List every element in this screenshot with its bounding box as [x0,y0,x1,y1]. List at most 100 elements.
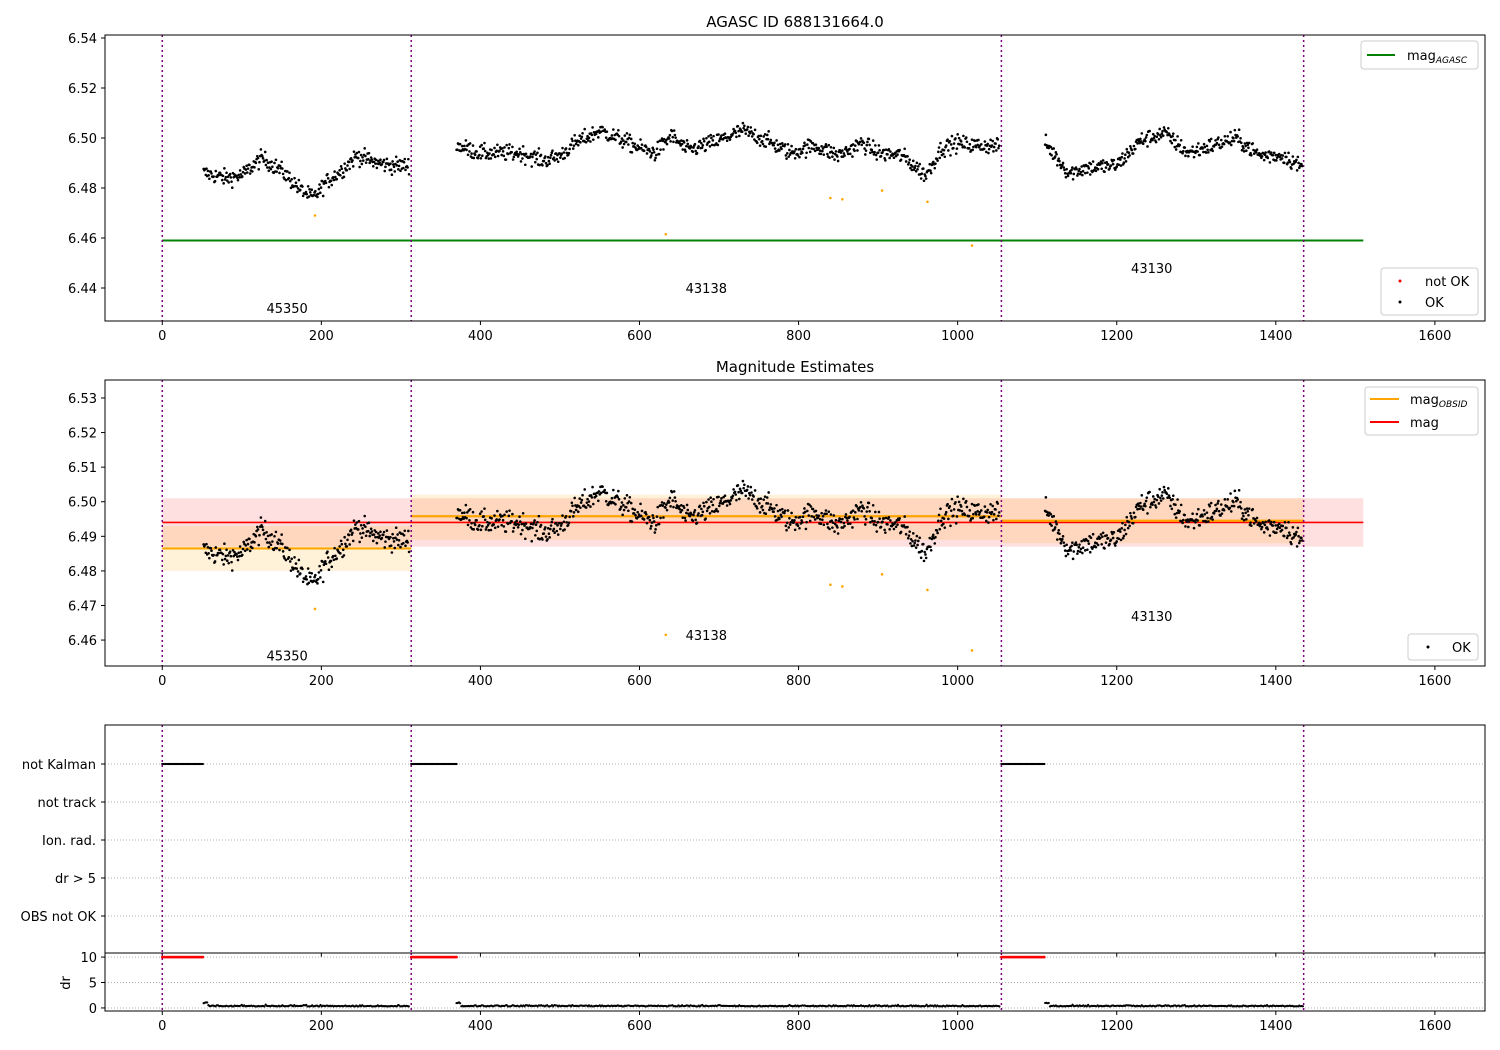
ok-point [856,149,859,152]
ok-point [511,530,515,533]
not-ok-point [664,232,668,236]
y-tick-label: 6.49 [68,530,97,545]
ok-point [997,514,1000,518]
ok-point [750,491,753,494]
ok-point [1247,507,1251,510]
ok-point [755,507,759,510]
ok-point [289,186,293,190]
ok-point [842,152,846,155]
ok-point [1118,528,1121,531]
ok-point [565,521,569,524]
ok-point [846,152,850,156]
ok-point [481,154,484,158]
ok-point [831,155,834,159]
ok-point [755,141,759,145]
ok-point [934,162,937,165]
ok-point [254,161,258,165]
ok-point [1192,155,1196,159]
ok-point [296,187,300,190]
ok-point [984,150,988,154]
ok-point [486,524,490,527]
ok-point [1144,136,1148,139]
ok-point [1198,524,1202,527]
ok-point [734,493,738,496]
ok-point [1139,501,1142,505]
ok-point [1044,496,1048,499]
ok-point [276,542,280,545]
ok-point [814,509,818,513]
ok-point [275,170,278,173]
ok-point [1062,541,1066,544]
ok-point [944,513,947,516]
ok-point [1201,514,1204,518]
ok-point [614,503,617,506]
ok-point [493,155,497,159]
ok-point [548,162,551,166]
ok-point [1160,494,1164,497]
ok-point [818,149,822,153]
ok-point [265,158,268,162]
ok-point [881,151,884,154]
y-tick-label: not Kalman [22,758,96,773]
ok-point [708,145,712,148]
ok-point [1233,489,1237,493]
ok-point [1159,496,1162,500]
ok-point [310,188,314,192]
ok-point [407,157,410,161]
ok-point [1063,549,1067,552]
x-tick-label: 1400 [1259,329,1292,344]
ok-point [657,152,661,156]
ok-point [1174,138,1177,142]
ok-point [506,152,510,156]
ok-point [1205,144,1209,148]
ok-point [397,543,400,547]
ok-point [1287,520,1290,524]
ok-point [990,144,994,147]
ok-point [383,546,387,549]
ok-point [1078,172,1082,176]
not-ok-point [841,585,844,588]
ok-point [894,525,898,529]
ok-point [1236,498,1240,501]
ok-point [1243,508,1247,511]
ok-point [1230,504,1234,508]
ok-point [1156,495,1160,498]
ok-point [553,159,556,162]
ok-point [523,524,526,527]
ok-point [710,143,714,147]
ok-point [377,536,381,539]
ok-point [508,143,511,146]
ok-point [1134,505,1138,509]
ok-point [1064,554,1068,558]
ok-point [507,514,511,518]
ok-point [1290,542,1293,546]
ok-point [870,516,874,520]
ok-point [702,139,706,143]
ok-point [758,137,761,141]
x-tick-label: 1600 [1418,329,1451,344]
ok-point [1263,523,1267,527]
ok-point [1112,158,1116,162]
ok-point [375,166,379,170]
ok-point [995,149,998,152]
ok-point [661,504,665,507]
ok-point [390,551,394,554]
ok-point [236,178,240,182]
ok-point [524,152,528,156]
ok-point [788,148,791,152]
ok-point [384,540,387,543]
ok-point [728,502,732,506]
ok-point [535,529,539,533]
ok-point [899,530,903,534]
x-tick-label: 600 [627,674,652,689]
ok-point [324,181,328,185]
ok-point [1207,151,1210,154]
ok-point [329,179,333,183]
ok-point [710,509,714,513]
ok-point [997,511,1001,514]
ok-point [992,150,995,153]
ok-point [511,512,514,516]
ok-point [916,165,920,168]
ok-point [1242,150,1246,153]
ok-point [789,521,793,524]
